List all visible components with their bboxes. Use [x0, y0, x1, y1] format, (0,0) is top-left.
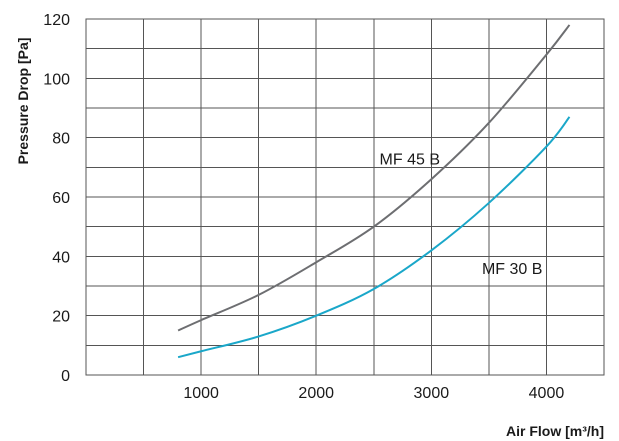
y-tick-label: 20 — [52, 309, 70, 326]
y-tick-label: 0 — [61, 368, 70, 385]
x-tick-labels: 1000 2000 3000 4000 — [183, 385, 564, 402]
series-lines — [177, 24, 571, 359]
plot-area — [85, 18, 605, 376]
x-axis-title: Air Flow [m³/h] — [506, 423, 604, 439]
x-tick-label: 2000 — [298, 385, 334, 402]
series-label: MF 45 B — [380, 151, 440, 168]
y-tick-label: 120 — [43, 12, 70, 29]
y-tick-label: 40 — [52, 249, 70, 266]
series-line-mf-30-b — [177, 116, 571, 359]
y-tick-label: 60 — [52, 190, 70, 207]
y-tick-labels: 0 20 40 60 80 100 120 — [43, 12, 70, 385]
series-labels: MF 45 B MF 30 B — [380, 151, 543, 278]
series-label: MF 30 B — [482, 261, 542, 278]
y-axis-title: Pressure Drop [Pa] — [15, 38, 31, 165]
x-tick-label: 4000 — [529, 385, 565, 402]
x-tick-label: 1000 — [183, 385, 219, 402]
y-tick-label: 100 — [43, 71, 70, 88]
series-line-mf-45-b — [177, 24, 571, 332]
grid — [86, 19, 604, 375]
x-tick-label: 3000 — [414, 385, 450, 402]
y-tick-label: 80 — [52, 131, 70, 148]
